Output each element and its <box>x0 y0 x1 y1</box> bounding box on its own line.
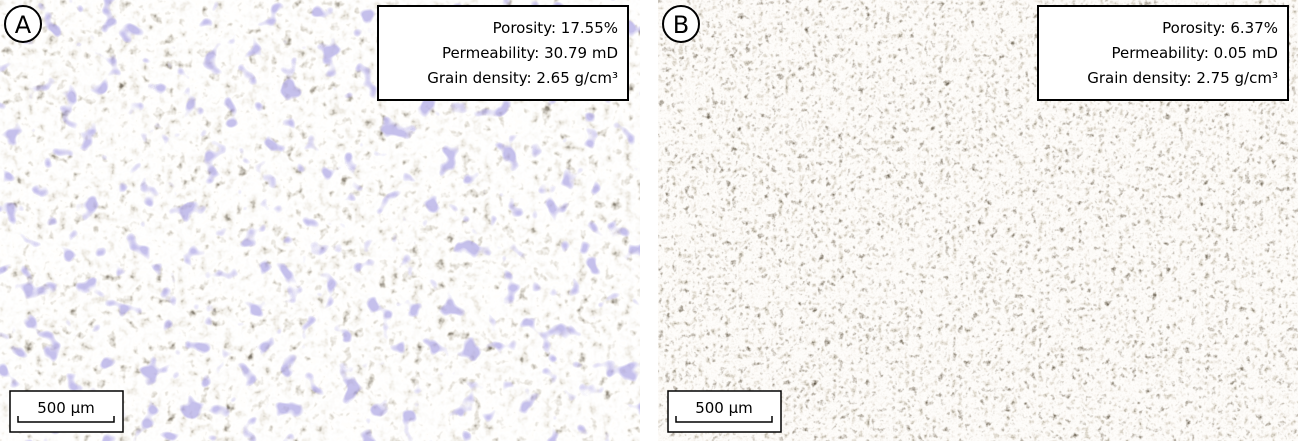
grain-density: Grain density: 2.75 g/cm³ <box>1087 69 1278 87</box>
panel-b: B Porosity: 6.37% Permeability: 0.05 mD … <box>658 0 1298 441</box>
porosity: Porosity: 6.37% <box>1162 19 1278 37</box>
porosity: Porosity: 17.55% <box>493 19 618 37</box>
permeability: Permeability: 30.79 mD <box>442 44 618 62</box>
page: {"panels": [ {"label": "A", "porosity": … <box>0 0 1298 441</box>
panel-label: B <box>673 11 689 39</box>
panel-a: A Porosity: 17.55% Permeability: 30.79 m… <box>0 0 640 441</box>
micrograph-b: B Porosity: 6.37% Permeability: 0.05 mD … <box>658 0 1298 441</box>
micrograph-a: A Porosity: 17.55% Permeability: 30.79 m… <box>0 0 640 441</box>
permeability: Permeability: 0.05 mD <box>1111 44 1278 62</box>
panel-label: A <box>15 11 32 39</box>
grain-density: Grain density: 2.65 g/cm³ <box>427 69 618 87</box>
scale-bar-label: 500 µm <box>695 399 753 417</box>
scale-bar-label: 500 µm <box>37 399 95 417</box>
